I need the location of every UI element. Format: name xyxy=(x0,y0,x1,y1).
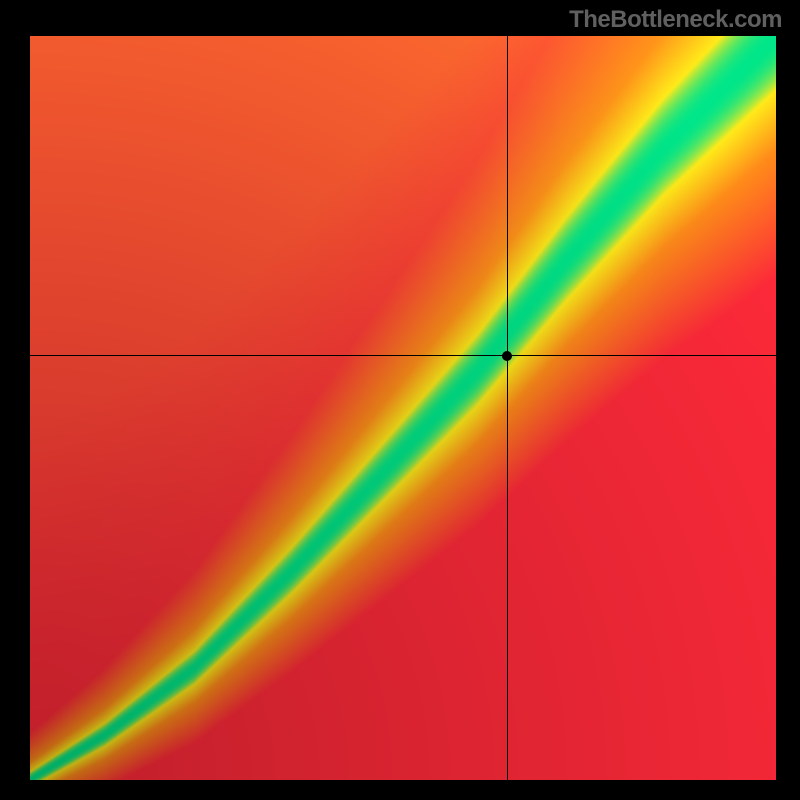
heatmap-canvas xyxy=(30,36,776,780)
bottleneck-heatmap-plot xyxy=(30,36,776,780)
crosshair-horizontal xyxy=(30,355,776,356)
crosshair-vertical xyxy=(507,36,508,780)
crosshair-marker xyxy=(502,351,512,361)
watermark-text: TheBottleneck.com xyxy=(569,6,782,34)
